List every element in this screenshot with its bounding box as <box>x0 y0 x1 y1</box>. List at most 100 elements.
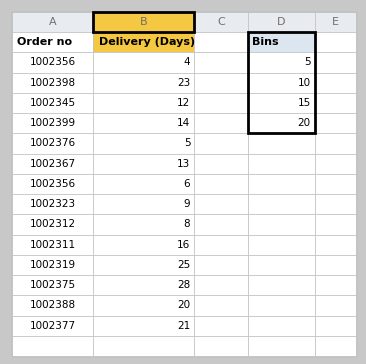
Text: 1002388: 1002388 <box>29 300 75 310</box>
Bar <box>93 316 194 336</box>
Text: 25: 25 <box>177 260 190 270</box>
Bar <box>315 113 356 133</box>
Bar <box>248 316 315 336</box>
Bar <box>93 133 194 154</box>
Text: E: E <box>332 17 339 27</box>
Bar <box>93 12 194 32</box>
Bar <box>194 72 248 93</box>
Bar <box>315 316 356 336</box>
Bar <box>12 174 93 194</box>
Text: 20: 20 <box>177 300 190 310</box>
Bar <box>248 336 315 356</box>
Bar <box>248 275 315 295</box>
Bar <box>315 32 356 52</box>
Bar <box>93 275 194 295</box>
Bar <box>194 93 248 113</box>
Bar <box>315 174 356 194</box>
Bar <box>194 12 248 32</box>
Bar <box>194 174 248 194</box>
Bar <box>248 93 315 113</box>
Bar <box>315 275 356 295</box>
Bar <box>315 154 356 174</box>
Text: Order no: Order no <box>17 37 72 47</box>
Text: 1002375: 1002375 <box>29 280 75 290</box>
Bar <box>12 113 93 133</box>
Bar <box>315 336 356 356</box>
Bar <box>93 93 194 113</box>
Bar <box>93 255 194 275</box>
Bar <box>194 194 248 214</box>
Bar <box>248 154 315 174</box>
Bar <box>315 295 356 316</box>
Bar <box>12 93 93 113</box>
Text: 1002311: 1002311 <box>29 240 75 250</box>
Text: 1002356: 1002356 <box>29 179 75 189</box>
Bar <box>248 234 315 255</box>
Text: 13: 13 <box>177 159 190 169</box>
Text: 1002377: 1002377 <box>29 321 75 331</box>
Bar <box>12 214 93 234</box>
Bar <box>248 72 315 93</box>
Bar <box>93 32 194 52</box>
Bar <box>194 214 248 234</box>
Bar <box>93 174 194 194</box>
Bar <box>93 52 194 72</box>
Text: D: D <box>277 17 285 27</box>
Bar <box>315 133 356 154</box>
Bar <box>194 52 248 72</box>
Bar <box>248 52 315 72</box>
Bar <box>315 214 356 234</box>
Text: A: A <box>49 17 56 27</box>
Text: 10: 10 <box>298 78 311 88</box>
Bar <box>194 275 248 295</box>
Bar <box>12 32 93 52</box>
Bar <box>12 275 93 295</box>
Bar <box>248 295 315 316</box>
Text: 1002323: 1002323 <box>29 199 75 209</box>
Bar <box>194 316 248 336</box>
Text: 1002356: 1002356 <box>29 58 75 67</box>
Bar <box>12 133 93 154</box>
Text: 14: 14 <box>177 118 190 128</box>
Bar <box>93 72 194 93</box>
Text: 1002376: 1002376 <box>29 138 75 149</box>
Bar <box>194 133 248 154</box>
Bar <box>248 133 315 154</box>
Text: C: C <box>217 17 225 27</box>
Text: 15: 15 <box>298 98 311 108</box>
Bar <box>194 32 248 52</box>
Bar <box>93 113 194 133</box>
Bar <box>248 32 315 133</box>
Bar <box>194 255 248 275</box>
Bar <box>12 72 93 93</box>
Bar <box>194 154 248 174</box>
Bar <box>315 93 356 113</box>
Bar <box>248 113 315 133</box>
Text: 6: 6 <box>184 179 190 189</box>
Text: 12: 12 <box>177 98 190 108</box>
Bar <box>93 336 194 356</box>
Bar <box>12 255 93 275</box>
Text: 1002398: 1002398 <box>29 78 75 88</box>
Bar <box>93 194 194 214</box>
Bar <box>93 234 194 255</box>
Bar <box>248 32 315 52</box>
Text: 23: 23 <box>177 78 190 88</box>
Bar <box>248 194 315 214</box>
Text: 1002399: 1002399 <box>29 118 75 128</box>
Text: 21: 21 <box>177 321 190 331</box>
Text: 1002312: 1002312 <box>29 219 75 229</box>
Text: 28: 28 <box>177 280 190 290</box>
Bar <box>248 214 315 234</box>
Bar <box>315 52 356 72</box>
Text: Bins: Bins <box>252 37 278 47</box>
Bar <box>315 194 356 214</box>
Bar <box>12 52 93 72</box>
Text: 1002319: 1002319 <box>29 260 75 270</box>
Bar <box>93 295 194 316</box>
Bar <box>194 113 248 133</box>
Text: 1002367: 1002367 <box>29 159 75 169</box>
Bar <box>12 154 93 174</box>
Text: 20: 20 <box>298 118 311 128</box>
Bar <box>93 154 194 174</box>
